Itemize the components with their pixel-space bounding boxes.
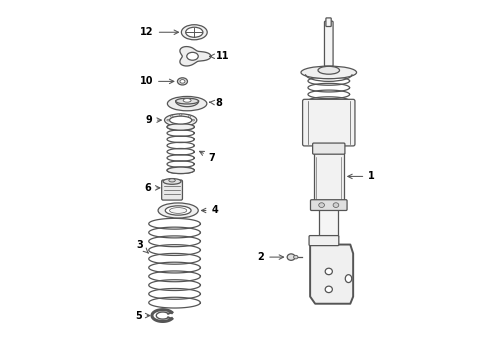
- Text: 11: 11: [209, 51, 229, 61]
- Ellipse shape: [170, 116, 173, 117]
- Ellipse shape: [317, 66, 339, 74]
- Ellipse shape: [325, 286, 332, 293]
- Ellipse shape: [183, 99, 191, 102]
- Ellipse shape: [286, 254, 294, 260]
- Text: 6: 6: [144, 183, 160, 193]
- Ellipse shape: [164, 114, 196, 126]
- Ellipse shape: [175, 98, 198, 104]
- FancyBboxPatch shape: [162, 180, 182, 200]
- Text: 2: 2: [257, 252, 283, 262]
- Ellipse shape: [180, 80, 184, 83]
- Ellipse shape: [318, 203, 324, 207]
- Ellipse shape: [188, 116, 190, 117]
- Ellipse shape: [301, 66, 356, 79]
- Ellipse shape: [158, 203, 198, 218]
- Ellipse shape: [181, 25, 207, 40]
- Text: 5: 5: [135, 311, 149, 320]
- Ellipse shape: [167, 124, 194, 130]
- Text: 4: 4: [201, 206, 218, 216]
- Polygon shape: [180, 46, 210, 66]
- Ellipse shape: [169, 208, 186, 213]
- FancyBboxPatch shape: [308, 235, 338, 246]
- Ellipse shape: [325, 268, 332, 275]
- Bar: [313, 153, 343, 205]
- Ellipse shape: [185, 27, 203, 37]
- Ellipse shape: [163, 179, 181, 184]
- Ellipse shape: [168, 179, 175, 182]
- FancyBboxPatch shape: [310, 200, 346, 211]
- Ellipse shape: [166, 119, 169, 121]
- Text: 10: 10: [139, 76, 174, 86]
- FancyBboxPatch shape: [325, 18, 330, 27]
- Text: 1: 1: [347, 171, 374, 181]
- Ellipse shape: [186, 52, 198, 60]
- Ellipse shape: [167, 96, 206, 111]
- Text: 3: 3: [136, 240, 148, 253]
- FancyBboxPatch shape: [324, 21, 332, 66]
- Text: 7: 7: [199, 151, 215, 163]
- Ellipse shape: [165, 206, 191, 215]
- Ellipse shape: [167, 167, 194, 174]
- Polygon shape: [175, 101, 198, 107]
- Ellipse shape: [177, 78, 187, 85]
- Ellipse shape: [179, 114, 182, 116]
- Text: 9: 9: [145, 115, 161, 125]
- Ellipse shape: [332, 203, 338, 207]
- FancyBboxPatch shape: [312, 143, 344, 154]
- Bar: [319, 205, 337, 237]
- Text: 12: 12: [140, 27, 178, 37]
- FancyBboxPatch shape: [302, 99, 354, 146]
- Ellipse shape: [293, 255, 297, 259]
- Polygon shape: [309, 237, 352, 304]
- Text: 8: 8: [209, 98, 222, 108]
- Ellipse shape: [169, 116, 191, 124]
- Ellipse shape: [192, 119, 194, 121]
- Ellipse shape: [345, 275, 351, 283]
